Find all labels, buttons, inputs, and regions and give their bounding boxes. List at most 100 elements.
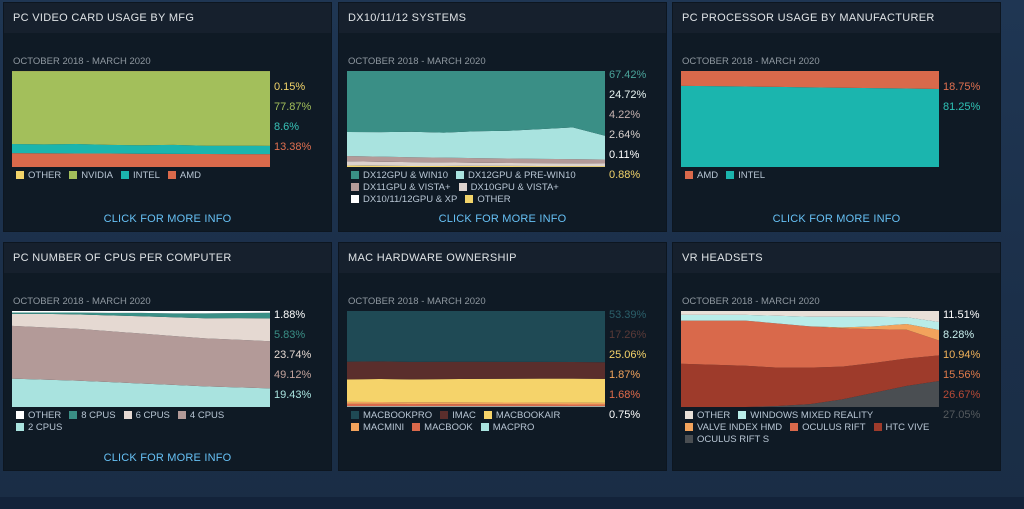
legend-item[interactable]: 2 CPUS — [16, 422, 62, 434]
value-label: 24.72% — [609, 89, 647, 101]
chart-area[interactable] — [681, 311, 939, 407]
panel-mac: MAC HARDWARE OWNERSHIP OCTOBER 2018 - MA… — [339, 243, 666, 470]
more-info-link[interactable]: CLICK FOR MORE INFO — [103, 213, 232, 225]
value-labels: 0.15% 77.87% 8.6% 13.38% — [274, 80, 330, 160]
legend-item[interactable]: HTC VIVE — [873, 422, 930, 434]
legend-swatch — [685, 171, 693, 179]
legend-item[interactable]: DX12GPU & PRE-WIN10 — [456, 170, 576, 182]
legend-item[interactable]: OTHER — [16, 170, 61, 182]
legend-item[interactable]: OTHER — [16, 410, 61, 422]
panel-processor: PC PROCESSOR USAGE BY MANUFACTURER OCTOB… — [673, 3, 1000, 231]
legend-item[interactable]: MACBOOKPRO — [351, 410, 432, 422]
legend-item[interactable]: INTEL — [726, 170, 765, 182]
area-series-oculus-rift-s — [681, 381, 939, 407]
legend-item[interactable]: MACBOOK — [412, 422, 473, 434]
legend-swatch — [726, 171, 735, 179]
chart-area[interactable] — [12, 71, 270, 167]
value-label: 8.6% — [274, 121, 300, 133]
area-series-dx12gpu-win10 — [347, 71, 605, 136]
area-series-8-cpus — [12, 312, 270, 319]
legend-item[interactable]: WINDOWS MIXED REALITY — [738, 410, 873, 422]
chart-area[interactable] — [347, 311, 605, 407]
chart-area[interactable] — [347, 71, 605, 167]
legend-label: 4 CPUS — [189, 410, 225, 421]
area-series-macbookair — [347, 378, 605, 403]
value-label: 0.75% — [609, 409, 641, 421]
date-range: OCTOBER 2018 - MARCH 2020 — [348, 296, 486, 307]
legend-label: MACMINI — [363, 422, 405, 433]
legend-item[interactable]: OTHER — [685, 410, 730, 422]
more-info-link[interactable]: CLICK FOR MORE INFO — [103, 452, 232, 464]
legend-item[interactable]: MACBOOKAIR — [483, 410, 560, 422]
area-series-other — [12, 311, 270, 314]
legend-swatch — [465, 195, 474, 203]
legend-item[interactable]: DX10GPU & VISTA+ — [458, 182, 559, 194]
legend-item[interactable]: NVIDIA — [69, 170, 113, 182]
area-series-windows-mixed-reality — [681, 314, 939, 330]
legend-item[interactable]: OCULUS RIFT — [790, 422, 866, 434]
legend-label: DX12GPU & WIN10 — [363, 170, 448, 181]
legend-swatch — [458, 183, 467, 191]
legend-swatch — [412, 423, 421, 431]
area-series-macbookpro — [347, 311, 605, 363]
legend-swatch — [351, 171, 359, 179]
legend-label: VALVE INDEX HMD — [697, 422, 783, 433]
legend-item[interactable]: 8 CPUS — [69, 410, 116, 422]
legend-label: 6 CPUS — [135, 410, 170, 421]
legend-item[interactable]: VALVE INDEX HMD — [685, 422, 782, 434]
value-label: 81.25% — [943, 101, 981, 113]
panel-vr: VR HEADSETS OCTOBER 2018 - MARCH 2020 11… — [673, 243, 1000, 470]
legend-item[interactable]: MACPRO — [480, 422, 535, 434]
legend-swatch — [685, 423, 693, 431]
legend-item[interactable]: IMAC — [440, 410, 476, 422]
legend-swatch — [351, 411, 359, 419]
legend-label: INTEL — [132, 170, 160, 181]
legend-item[interactable]: 4 CPUS — [177, 410, 225, 422]
legend-label: OCULUS RIFT — [802, 422, 866, 433]
legend-swatch — [440, 411, 449, 419]
legend-label: IMAC — [452, 410, 476, 421]
panel-video-card: PC VIDEO CARD USAGE BY MFG OCTOBER 2018 … — [4, 3, 331, 231]
panel-cpus: PC NUMBER OF CPUS PER COMPUTER OCTOBER 2… — [4, 243, 331, 470]
legend-label: MACPRO — [492, 422, 535, 433]
legend-label: MACBOOK — [424, 422, 473, 433]
chart-svg — [12, 311, 270, 407]
value-label: 1.68% — [609, 389, 641, 401]
legend-label: HTC VIVE — [885, 422, 930, 433]
legend-item[interactable]: 6 CPUS — [123, 410, 170, 422]
legend-item[interactable]: MACMINI — [351, 422, 404, 434]
chart-svg — [347, 71, 605, 167]
more-info-link[interactable]: CLICK FOR MORE INFO — [438, 213, 567, 225]
area-series-2-cpus — [12, 378, 270, 407]
more-info-link[interactable]: CLICK FOR MORE INFO — [772, 213, 901, 225]
legend-label: OTHER — [477, 194, 511, 205]
legend-item[interactable]: AMD — [167, 170, 201, 182]
legend-label: NVIDIA — [81, 170, 113, 181]
legend-item[interactable]: DX10/11/12GPU & XP — [351, 194, 457, 206]
bottom-bar — [0, 497, 1024, 509]
legend-item[interactable]: OTHER — [465, 194, 511, 206]
legend-item[interactable]: DX12GPU & WIN10 — [351, 170, 448, 182]
legend-item[interactable]: DX11GPU & VISTA+ — [351, 182, 451, 194]
legend-swatch — [16, 411, 24, 419]
legend-label: 2 CPUS — [28, 422, 63, 433]
value-label: 17.26% — [609, 329, 647, 341]
chart-area[interactable] — [12, 311, 270, 407]
legend: OTHER WINDOWS MIXED REALITYVALVE INDEX HM… — [685, 410, 943, 446]
value-labels: 1.88% 5.83% 23.74% 49.12% 19.43% — [274, 308, 330, 408]
panel-title: PC NUMBER OF CPUS PER COMPUTER — [13, 252, 232, 264]
legend-label: DX10GPU & VISTA+ — [470, 182, 559, 193]
value-label: 0.11% — [609, 149, 640, 161]
legend-item[interactable]: INTEL — [120, 170, 160, 182]
value-label: 26.67% — [943, 389, 981, 401]
chart-area[interactable] — [681, 71, 939, 167]
legend-swatch — [351, 423, 359, 431]
legend-item[interactable]: AMD — [685, 170, 718, 182]
value-label: 1.87% — [609, 369, 641, 381]
legend-label: WINDOWS MIXED REALITY — [750, 410, 874, 421]
legend-item[interactable]: OCULUS RIFT S — [685, 434, 769, 446]
area-series-amd — [12, 153, 270, 167]
legend-label: DX11GPU & VISTA+ — [363, 182, 451, 193]
value-label: 2.64% — [609, 129, 641, 141]
value-label: 5.83% — [274, 329, 306, 341]
